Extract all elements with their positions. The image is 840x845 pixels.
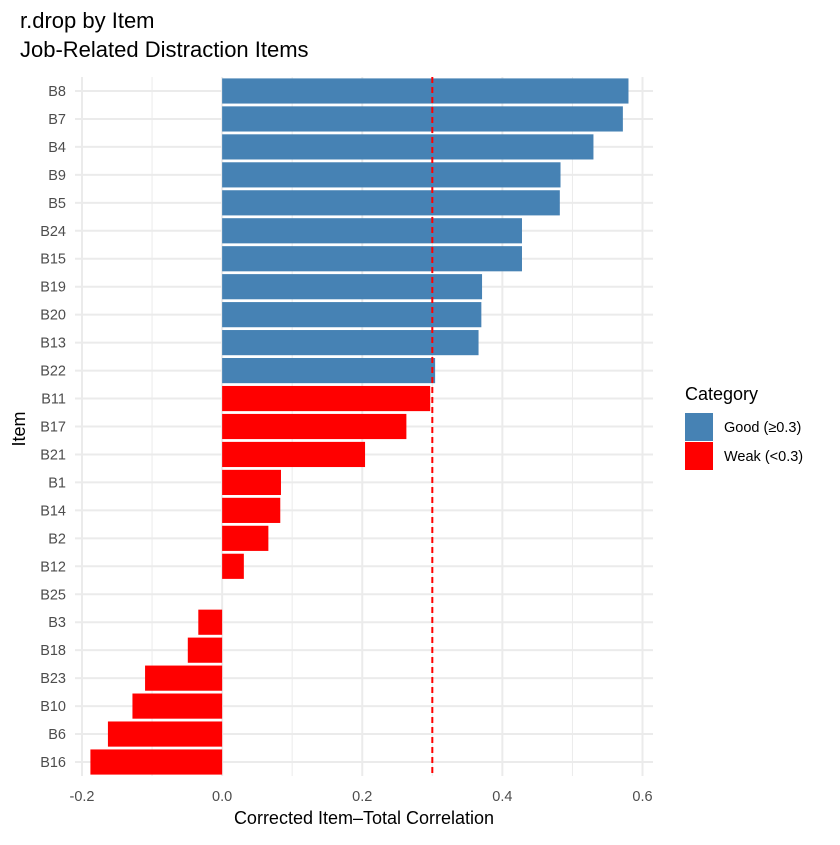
bar-b5 [222, 190, 560, 216]
bar-b17 [222, 413, 407, 440]
y-tick-label: B10 [40, 699, 66, 715]
bar-b8 [222, 78, 629, 104]
bar-b9 [222, 162, 561, 188]
y-tick-label: B8 [48, 84, 66, 100]
y-tick-label: B6 [48, 727, 66, 743]
y-tick-label: B14 [40, 503, 66, 519]
bar-b15 [222, 246, 522, 272]
bar-b20 [222, 302, 482, 328]
y-tick-label: B17 [40, 420, 66, 436]
y-tick-label: B13 [40, 336, 66, 352]
y-tick-label: B21 [40, 447, 66, 463]
y-tick-label: B3 [48, 615, 66, 631]
chart-subtitle: Job-Related Distraction Items [20, 37, 309, 62]
bar-b6 [107, 721, 223, 747]
bar-b18 [187, 637, 223, 663]
bar-b13 [222, 330, 479, 356]
bar-b22 [222, 357, 436, 384]
bar-b23 [145, 665, 223, 691]
bar-b24 [222, 218, 522, 244]
y-tick-label: B20 [40, 308, 66, 324]
bar-b2 [222, 525, 269, 551]
bar-b11 [222, 385, 431, 412]
y-tick-label: B22 [40, 364, 66, 380]
y-tick-label: B15 [40, 252, 66, 268]
bar-b16 [90, 749, 223, 775]
y-tick-label: B12 [40, 559, 66, 575]
x-tick-label: 0.4 [492, 789, 512, 805]
bar-b21 [222, 441, 366, 468]
y-tick-label: B24 [40, 224, 66, 240]
bar-b4 [222, 134, 594, 160]
x-tick-label: -0.2 [70, 789, 95, 805]
bar-b14 [222, 497, 281, 523]
bars [90, 78, 629, 775]
y-tick-label: B25 [40, 587, 66, 603]
legend-label-good: Good (≥0.3) [724, 420, 801, 436]
x-tick-label: 0.6 [632, 789, 652, 805]
legend-swatch-good [685, 413, 713, 441]
x-axis-ticks: -0.2 0.0 0.2 0.4 0.6 [70, 789, 653, 805]
bar-b10 [132, 693, 223, 719]
y-tick-label: B18 [40, 643, 66, 659]
y-tick-label: B9 [48, 168, 66, 184]
legend-swatch-weak [685, 442, 713, 470]
y-tick-label: B5 [48, 196, 66, 212]
y-tick-label: B4 [48, 140, 66, 156]
bar-b19 [222, 274, 483, 300]
x-tick-label: 0.0 [212, 789, 232, 805]
y-tick-label: B7 [48, 112, 66, 128]
bar-b1 [222, 469, 281, 496]
y-tick-label: B1 [48, 475, 66, 491]
chart-title: r.drop by Item [20, 8, 155, 33]
y-tick-label: B23 [40, 671, 66, 687]
y-tick-label: B16 [40, 755, 66, 771]
legend-label-weak: Weak (<0.3) [724, 449, 803, 465]
y-tick-label: B11 [41, 392, 66, 408]
bar-b3 [198, 609, 223, 635]
bar-b7 [222, 106, 623, 132]
y-tick-label: B2 [48, 531, 66, 547]
x-tick-label: 0.2 [352, 789, 372, 805]
y-tick-label: B19 [40, 280, 66, 296]
x-axis-title: Corrected Item–Total Correlation [234, 808, 494, 828]
legend-title: Category [685, 384, 758, 404]
y-axis-title: Item [9, 411, 29, 446]
bar-b12 [222, 553, 244, 579]
y-axis-ticks: B8 B7 B4 B9 B5 B24 B15 B19 B20 B13 B22 B11 B17 B21 B1 B… [40, 84, 66, 771]
legend: Category Good (≥0.3) Weak (<0.3) [685, 384, 803, 470]
